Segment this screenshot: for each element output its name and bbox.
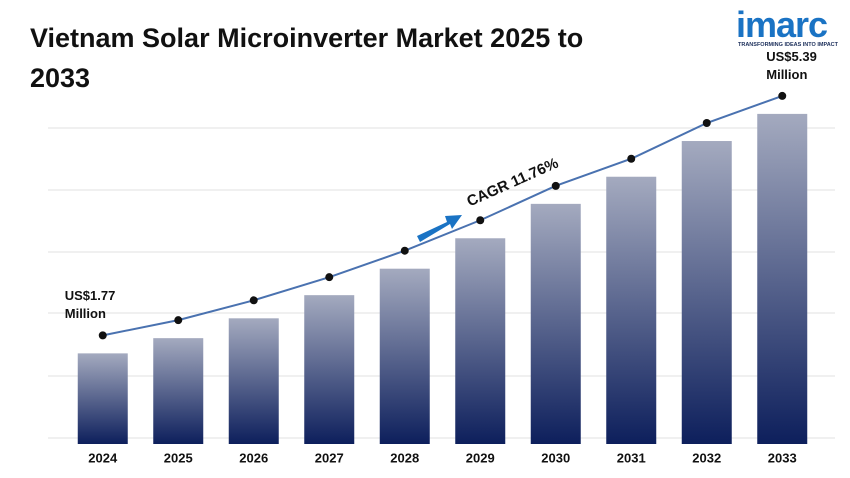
bar bbox=[606, 176, 657, 444]
logo: imarc bbox=[736, 4, 828, 45]
bar bbox=[153, 338, 204, 444]
chart-title: Vietnam Solar Microinverter Market 2025 … bbox=[30, 23, 584, 93]
trend-point bbox=[778, 91, 787, 100]
trend-point bbox=[174, 316, 183, 325]
cagr-annotation: CAGR 11.76% bbox=[464, 155, 561, 211]
trend-point bbox=[627, 154, 636, 163]
trend-point bbox=[400, 246, 409, 255]
trend-line bbox=[102, 94, 783, 337]
value-label: US$5.39 Million bbox=[766, 48, 817, 82]
x-tick-label: 2033 bbox=[768, 450, 797, 465]
bar bbox=[530, 203, 581, 444]
trend-point bbox=[98, 331, 107, 340]
trend-point bbox=[702, 119, 711, 128]
bar bbox=[304, 295, 355, 444]
bar bbox=[757, 113, 808, 445]
trend-point bbox=[551, 181, 560, 190]
trend-point bbox=[476, 216, 485, 225]
logo-tagline: TRANSFORMING IDEAS INTO IMPACT bbox=[738, 42, 839, 48]
x-tick-label: 2026 bbox=[239, 450, 268, 465]
x-tick-label: 2027 bbox=[315, 450, 344, 465]
x-tick-label: 2029 bbox=[466, 450, 495, 465]
x-tick-label: 2024 bbox=[88, 450, 118, 465]
bar bbox=[455, 238, 506, 444]
bar bbox=[77, 353, 128, 444]
x-tick-label: 2032 bbox=[692, 450, 721, 465]
trend-point bbox=[325, 273, 334, 282]
bar bbox=[228, 318, 279, 444]
value-label: US$1.77 Million bbox=[64, 288, 116, 322]
x-tick-label: 2025 bbox=[164, 450, 193, 465]
bar bbox=[681, 141, 732, 444]
cagr-arrow bbox=[417, 215, 462, 242]
x-tick-label: 2031 bbox=[617, 450, 646, 465]
bar bbox=[379, 268, 430, 444]
trend-point bbox=[249, 296, 258, 305]
x-tick-label: 2030 bbox=[541, 450, 570, 465]
x-tick-label: 2028 bbox=[390, 450, 419, 465]
